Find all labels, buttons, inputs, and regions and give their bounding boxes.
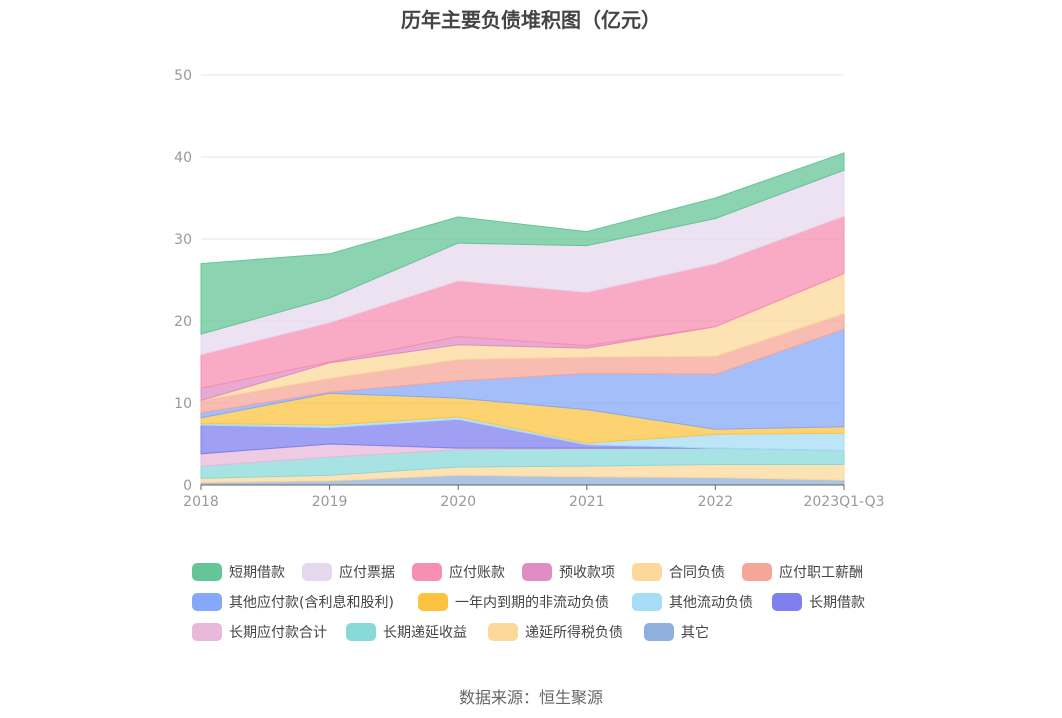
legend-label: 递延所得税负债 [525,625,623,641]
legend-label: 应付票据 [339,565,395,581]
legend-swatch [302,563,332,581]
legend-swatch [346,623,376,641]
legend-label: 长期递延收益 [383,625,467,641]
legend-label: 预收款项 [559,565,615,581]
legend-swatch [742,563,772,581]
legend-swatch [632,563,662,581]
y-tick-label: 30 [174,232,192,248]
legend-label: 长期借款 [809,595,865,611]
legend-label: 一年内到期的非流动负债 [455,595,609,611]
stacked-area-chart: 0 10 20 30 40 50 2018 2019 2020 2021 2022 2023Q1-Q3 [174,68,884,510]
legend-swatch [488,623,518,641]
legend-label: 长期应付款合计 [229,625,327,641]
legend-label: 其它 [681,625,709,641]
legend-item[interactable]: 应付票据 [302,562,395,582]
y-tick-label: 0 [183,478,192,494]
x-tick-label: 2018 [183,494,219,510]
legend-item[interactable]: 其他应付款(含利息和股利) [192,592,394,612]
legend-item[interactable]: 长期借款 [772,592,865,612]
legend-item[interactable]: 短期借款 [192,562,285,582]
legend-item[interactable]: 一年内到期的非流动负债 [418,592,609,612]
x-tick-label: 2021 [569,494,605,510]
axis-layer: 0 10 20 30 40 50 2018 2019 2020 2021 2022 2023Q1-Q3 [174,68,884,510]
legend-label: 应付账款 [449,565,505,581]
chart-title: 历年主要负债堆积图（亿元） [401,8,661,32]
legend-item[interactable]: 递延所得税负债 [488,622,623,642]
area-layer [200,152,845,486]
legend-swatch [192,593,222,611]
legend-label: 其他流动负债 [669,595,753,611]
legend-label: 应付职工薪酬 [779,565,863,581]
x-tick-label: 2022 [698,494,734,510]
x-tick-label: 2023Q1-Q3 [803,494,884,510]
legend-swatch [192,623,222,641]
legend-label: 其他应付款(含利息和股利) [229,595,394,611]
y-tick-label: 50 [174,68,192,84]
legend-swatch [418,593,448,611]
y-tick-label: 10 [174,396,192,412]
legend-item[interactable]: 合同负债 [632,562,725,582]
legend-swatch [412,563,442,581]
legend-item[interactable]: 应付账款 [412,562,505,582]
legend-item[interactable]: 其它 [644,622,709,642]
legend-swatch [644,623,674,641]
legend-label: 短期借款 [229,565,285,581]
x-tick-label: 2020 [440,494,476,510]
area-series-短期借款 [200,152,845,335]
legend-swatch [522,563,552,581]
data-source-note: 数据来源：恒生聚源 [458,688,603,707]
x-tick-label: 2019 [312,494,348,510]
legend-item[interactable]: 应付职工薪酬 [742,562,863,582]
y-tick-label: 40 [174,150,192,166]
legend-item[interactable]: 预收款项 [522,562,615,582]
legend-item[interactable]: 长期递延收益 [346,622,467,642]
legend-item[interactable]: 长期应付款合计 [192,622,327,642]
y-tick-label: 20 [174,314,192,330]
legend-swatch [632,593,662,611]
legend-swatch [192,563,222,581]
legend-item[interactable]: 其他流动负债 [632,592,753,612]
legend-label: 合同负债 [669,565,725,581]
legend-swatch [772,593,802,611]
